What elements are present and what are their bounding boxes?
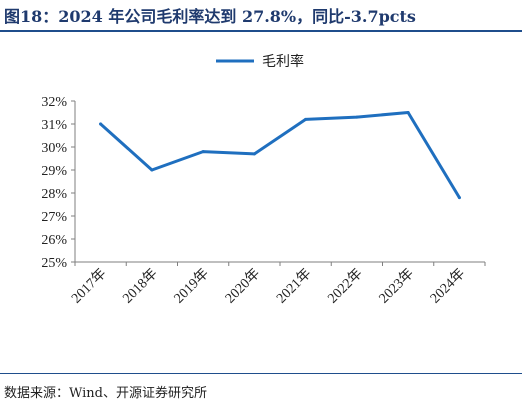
y-tick-label: 30% [41, 141, 67, 156]
y-tick-label: 32% [41, 95, 67, 110]
y-axis-tick-labels: 25% 26% 27% 28% 29% 30% 31% 32% [41, 95, 67, 271]
line-chart: 毛利率 25%26%27%28%29%30%31%32% 2017年 2018年 2… [41, 53, 486, 307]
y-tick-label: 26% [41, 233, 67, 248]
y-tick-label: 28% [41, 187, 67, 202]
chart-legend: 毛利率 [216, 53, 304, 70]
legend-label: 毛利率 [262, 53, 304, 70]
data-point [355, 115, 359, 119]
plot-area [99, 111, 461, 200]
series-line-gross-margin [99, 111, 461, 200]
y-tick-label: 31% [41, 118, 67, 133]
data-point [201, 150, 205, 154]
x-tick-label: 2021年 [273, 266, 314, 307]
x-tick-label: 2019年 [171, 266, 212, 307]
y-tick-label: 29% [41, 164, 67, 179]
y-tick-label: 27% [41, 210, 67, 225]
x-tick-label: 2020年 [222, 266, 263, 307]
data-point [304, 117, 308, 121]
data-point [457, 196, 461, 200]
y-tick-label: 25% [41, 256, 67, 271]
x-tick-label: 2023年 [376, 266, 417, 307]
source-note: 数据来源：Wind、开源证券研究所 [4, 386, 207, 401]
chart-axes [71, 100, 486, 266]
data-point [99, 122, 103, 126]
footer-divider [0, 373, 522, 374]
x-tick-label: 2024年 [427, 266, 468, 307]
data-point [406, 111, 410, 114]
title-divider [0, 30, 522, 32]
figure-title: 图18：2024 年公司毛利率达到 27.8%，同比-3.7pcts [4, 7, 416, 26]
x-axis-tick-labels: 2017年 2018年 2019年 2020年 2021年 2022年 2023年 2024年 [68, 266, 468, 307]
x-tick-label: 2017年 [68, 266, 109, 307]
x-tick-label: 2018年 [120, 266, 161, 307]
data-point [150, 168, 154, 172]
data-point [252, 152, 256, 156]
x-tick-label: 2022年 [325, 266, 366, 307]
